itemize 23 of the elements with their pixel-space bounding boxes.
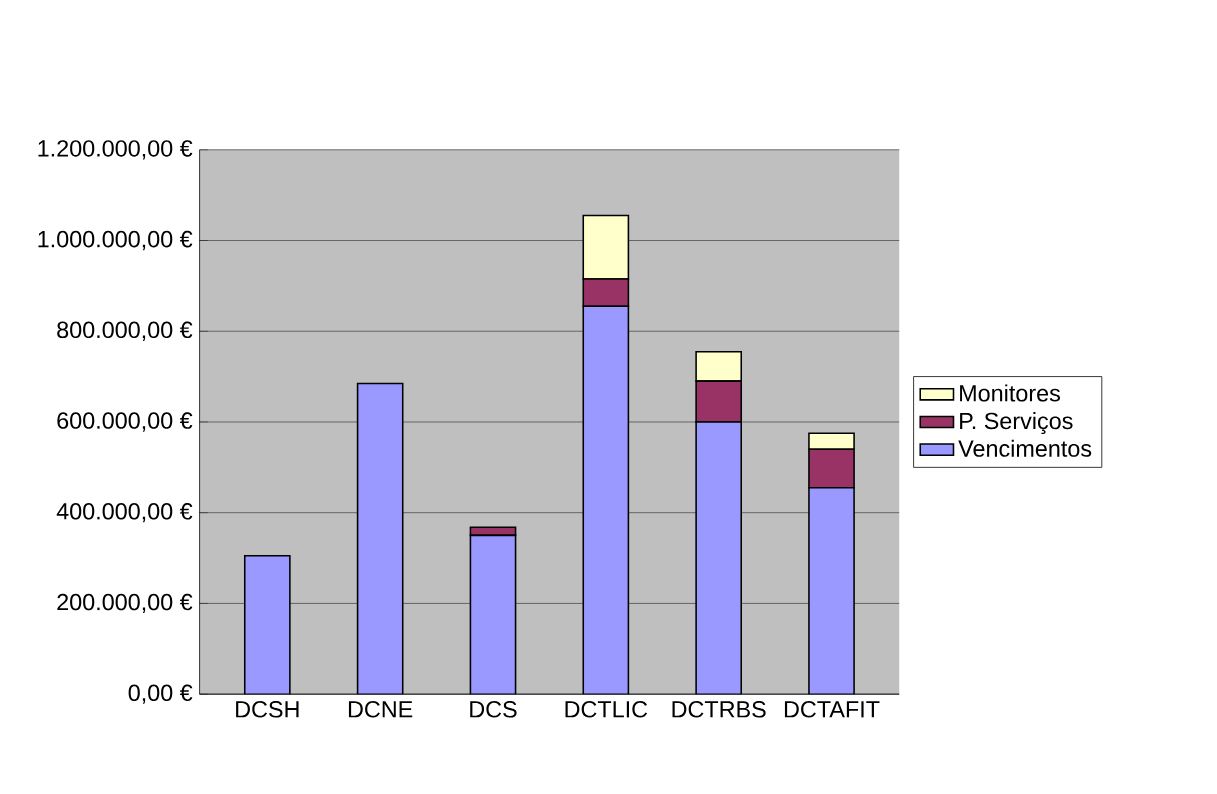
x-tick-label: DCTLIC: [565, 701, 648, 718]
y-tick-label: 0,00 €: [128, 684, 193, 704]
bar: [469, 534, 517, 695]
x-tick-label: DCTRBS: [672, 701, 766, 718]
bar: [695, 421, 743, 695]
y-tick-label: 600.000,00 €: [57, 412, 193, 432]
bar: [243, 555, 291, 695]
y-tick-label: 800.000,00 €: [57, 321, 193, 341]
y-tick-label: 1.200.000,00 €: [38, 140, 193, 160]
legend-label: P. Serviços: [960, 412, 1073, 434]
x-tick-label: DCNE: [348, 701, 413, 718]
y-tick-label: 400.000,00 €: [56, 503, 193, 523]
x-tick-label: DCTAFIT: [784, 701, 880, 718]
y-tick-label: 1.000.000,00 €: [38, 230, 193, 251]
legend-label: Monitores: [960, 384, 1060, 402]
legend-label: Vencimentos: [958, 439, 1092, 457]
x-tick-label: DCS: [470, 701, 517, 718]
y-tick-label: 200.000,00 €: [57, 593, 193, 614]
x-tick-label: DCSH: [236, 701, 299, 718]
bar: [469, 526, 517, 537]
bar: [808, 486, 855, 695]
bar: [356, 382, 404, 695]
bar: [582, 305, 630, 695]
